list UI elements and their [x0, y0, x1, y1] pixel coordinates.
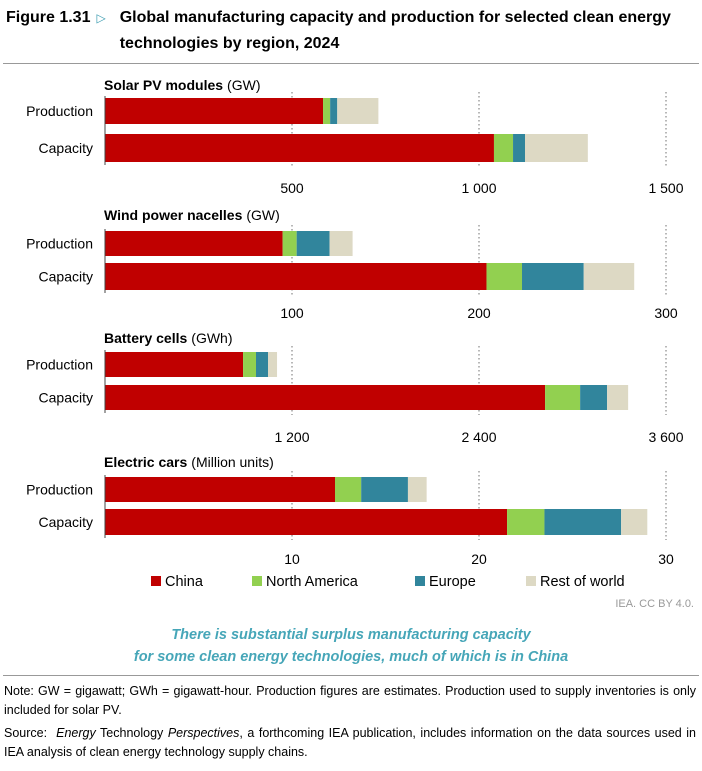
panel-title: Solar PV modules (GW) — [104, 77, 260, 93]
legend-swatch — [415, 576, 425, 586]
figure-title: Global manufacturing capacity and produc… — [119, 9, 671, 52]
credit-text: IEA. CC BY 4.0. — [615, 598, 694, 610]
panel-title-bold: Solar PV modules — [104, 77, 223, 93]
bar-segment-north-america — [507, 509, 545, 535]
bar-segment-north-america — [323, 98, 331, 124]
bar-segment-rest-of-world — [337, 98, 379, 124]
panel-title: Wind power nacelles (GW) — [104, 207, 280, 223]
notes-block: Note: GW = gigawatt; GWh = gigawatt-hour… — [4, 682, 696, 766]
panel-title: Electric cars (Million units) — [104, 454, 274, 470]
panel-title-unit: (GW) — [227, 77, 260, 93]
tick-label: 200 — [467, 305, 491, 321]
bar-segment-china — [105, 477, 336, 502]
category-label: Production — [26, 103, 93, 119]
bar-segment-rest-of-world — [268, 352, 278, 377]
tick-label: 30 — [658, 551, 674, 567]
note-text: Note: GW = gigawatt; GWh = gigawatt-hour… — [4, 684, 696, 717]
bar-segment-europe — [330, 98, 338, 124]
tick-label: 500 — [280, 180, 304, 196]
chart-area: Solar PV modules (GW)500 1 000 1 500Product… — [26, 77, 684, 590]
tick-label: 1 000 — [461, 180, 496, 196]
source-italic: Energy — [56, 726, 96, 740]
bar-segment-china — [105, 385, 546, 410]
legend-swatch — [526, 576, 536, 586]
bar-segment-rest-of-world — [621, 509, 648, 535]
bar-segment-europe — [296, 231, 330, 256]
source-label: Source: — [4, 726, 48, 740]
source-text-part: Technology — [95, 726, 168, 740]
bar-segment-china — [105, 134, 494, 162]
panel-title-unit: (Million units) — [191, 454, 273, 470]
tick-label: 20 — [471, 551, 487, 567]
tick-label: 10 — [284, 551, 300, 567]
bar-segment-north-america — [282, 231, 297, 256]
tick-label: 2 400 — [461, 429, 496, 445]
figure-number: Figure 1.31 — [6, 9, 91, 26]
bar-segment-china — [105, 263, 487, 290]
tick-label: 1 200 — [274, 429, 309, 445]
category-label: Capacity — [39, 269, 93, 285]
bar-segment-china — [105, 231, 283, 256]
bar-segment-china — [105, 352, 244, 377]
bar-segment-north-america — [335, 477, 362, 502]
bar-segment-europe — [361, 477, 408, 502]
triangle-arrow-icon: ▷ — [96, 11, 106, 25]
bar-segment-north-america — [545, 385, 581, 410]
legend-label: Europe — [429, 574, 476, 590]
category-label: Production — [26, 236, 93, 252]
category-label: Production — [26, 482, 93, 498]
source-text: Source: Energy Technology Perspectives, … — [4, 724, 696, 762]
bar-segment-rest-of-world — [607, 385, 629, 410]
legend-label: Rest of world — [540, 574, 625, 590]
tick-label: 1 500 — [648, 180, 683, 196]
bar-segment-europe — [544, 509, 622, 535]
tick-label: 100 — [280, 305, 304, 321]
category-label: Production — [26, 357, 93, 373]
bar-segment-rest-of-world — [407, 477, 427, 502]
bar-segment-rest-of-world — [525, 134, 588, 162]
top-divider — [3, 63, 699, 64]
legend-label: North America — [266, 574, 359, 590]
panel-title-bold: Battery cells — [104, 330, 187, 346]
source-text-part: , a forthcoming IEA publication, include… — [4, 726, 696, 759]
bar-segment-rest-of-world — [329, 231, 353, 256]
bar-segment-rest-of-world — [583, 263, 635, 290]
source-italic: Perspectives — [167, 726, 240, 740]
takeaway-line: There is substantial surplus manufacturi… — [171, 627, 531, 643]
panel-title-bold: Electric cars — [104, 454, 187, 470]
takeaway: There is substantial surplus manufacturi… — [0, 624, 702, 668]
bottom-divider — [3, 675, 699, 676]
takeaway-line: for some clean energy technologies, much… — [133, 649, 569, 665]
legend-swatch — [151, 576, 161, 586]
figure-header: Figure 1.31 ▷ Global manufacturing capac… — [6, 6, 696, 57]
panel-title-unit: (GW) — [246, 207, 279, 223]
bar-segment-north-america — [486, 263, 523, 290]
legend-label: China — [165, 574, 204, 590]
category-label: Capacity — [39, 140, 93, 156]
panel-title-bold: Wind power nacelles — [104, 207, 243, 223]
legend-swatch — [252, 576, 262, 586]
bar-segment-china — [105, 98, 324, 124]
bar-segment-europe — [256, 352, 269, 377]
bar-segment-north-america — [493, 134, 514, 162]
tick-label: 300 — [654, 305, 678, 321]
category-label: Capacity — [39, 514, 93, 530]
category-label: Capacity — [39, 390, 93, 406]
bar-segment-north-america — [243, 352, 257, 377]
panel-title: Battery cells (GWh) — [104, 330, 233, 346]
panel-title-unit: (GWh) — [191, 330, 232, 346]
bar-segment-china — [105, 509, 508, 535]
bar-segment-europe — [513, 134, 526, 162]
bar-segment-europe — [522, 263, 584, 290]
bar-segment-europe — [580, 385, 608, 410]
tick-label: 3 600 — [648, 429, 683, 445]
